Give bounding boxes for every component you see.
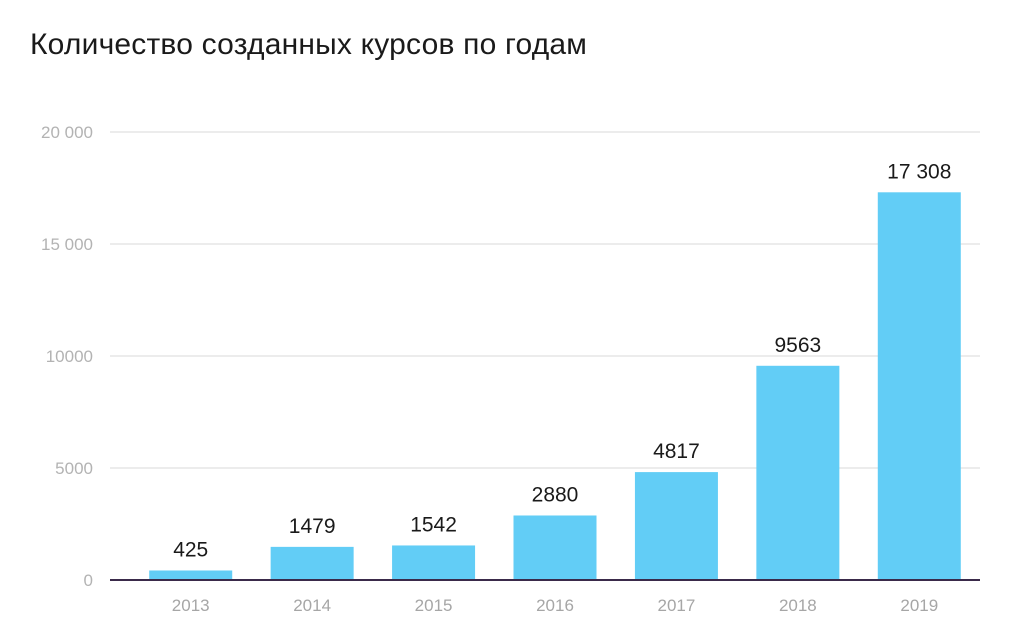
bar-2017 bbox=[634, 472, 718, 580]
data-label-2013: 425 bbox=[173, 538, 208, 561]
bar-2013 bbox=[149, 570, 233, 580]
y-tick-label: 15 000 bbox=[41, 235, 93, 254]
bar-2016 bbox=[513, 515, 597, 580]
bar-2018 bbox=[756, 365, 840, 580]
x-tick-label-2013: 2013 bbox=[172, 596, 210, 615]
bar-2019 bbox=[877, 192, 961, 581]
data-label-2018: 9563 bbox=[774, 334, 821, 357]
gridlines bbox=[110, 131, 980, 469]
data-label-2019: 17 308 bbox=[887, 160, 951, 183]
y-tick-label: 20 000 bbox=[41, 123, 93, 142]
data-label-2017: 4817 bbox=[653, 440, 700, 463]
x-tick-label-2017: 2017 bbox=[658, 596, 696, 615]
x-axis: 2013 2014 2015 2016 2017 2018 2019 bbox=[110, 579, 980, 615]
y-tick-label: 5000 bbox=[55, 459, 93, 478]
x-tick-label-2016: 2016 bbox=[536, 596, 574, 615]
y-tick-label: 10000 bbox=[46, 347, 93, 366]
data-label-2014: 1479 bbox=[289, 515, 336, 538]
bar-2014 bbox=[270, 546, 354, 580]
y-tick-label: 0 bbox=[84, 571, 93, 590]
data-label-2016: 2880 bbox=[532, 483, 579, 506]
x-tick-label-2019: 2019 bbox=[900, 596, 938, 615]
data-label-2015: 1542 bbox=[410, 513, 457, 536]
chart-title: Количество созданных курсов по годам bbox=[30, 28, 588, 61]
bars bbox=[149, 192, 961, 581]
x-tick-label-2018: 2018 bbox=[779, 596, 817, 615]
bar-2015 bbox=[392, 545, 476, 580]
x-tick-label-2014: 2014 bbox=[293, 596, 331, 615]
x-tick-label-2015: 2015 bbox=[415, 596, 453, 615]
y-axis: 0 5000 10000 15 000 20 000 bbox=[41, 123, 93, 590]
data-labels: 425 1479 1542 2880 4817 9563 17 308 bbox=[173, 160, 951, 561]
